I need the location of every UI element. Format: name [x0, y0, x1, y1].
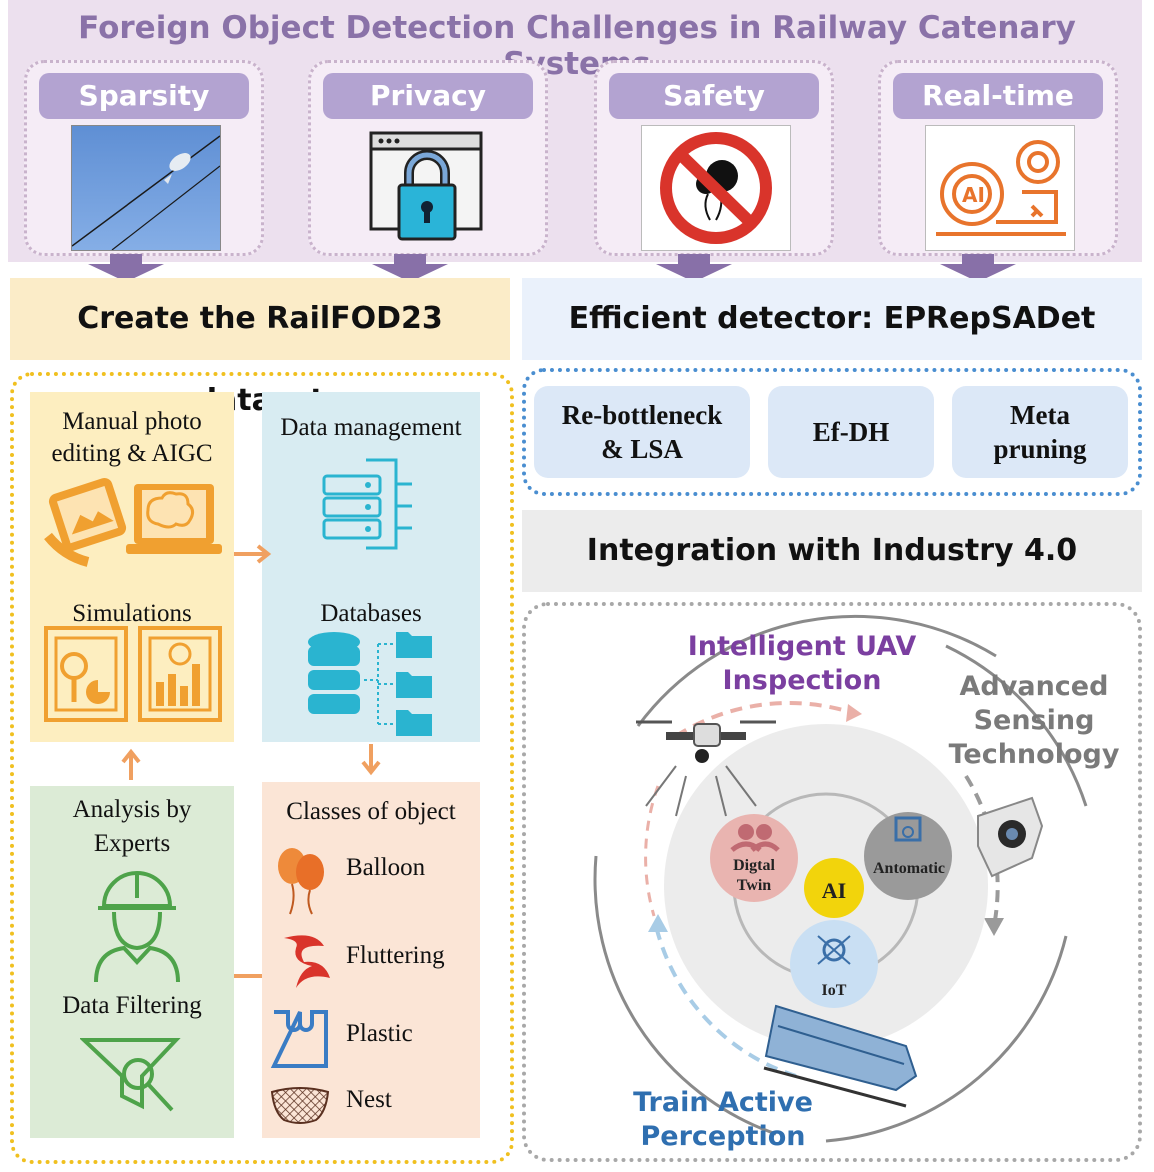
down-arrow-icon: [940, 254, 1016, 282]
prohibited-balloon-icon: [641, 125, 791, 251]
down-arrow-icon: [361, 744, 381, 776]
analysis-box: Analysis by Experts Data Filtering: [30, 786, 234, 1138]
analysis-line1: Analysis by: [72, 796, 192, 823]
ai-gears-laptop-icon: AI: [925, 125, 1075, 251]
digital-twin-node: [710, 814, 798, 902]
dashed-arrow: [654, 925, 797, 1078]
arrow-head-icon: [846, 704, 862, 722]
analysis-line2: Experts: [93, 830, 171, 857]
data-filtering-label: Data Filtering: [62, 992, 202, 1019]
outer-arc: [825, 935, 1068, 1143]
right-arrow-icon: [234, 544, 272, 564]
challenge-card-safety: Safety: [594, 60, 834, 256]
automatic-label: Antomatic: [873, 860, 945, 877]
iot-label: IoT: [821, 982, 847, 999]
down-arrow-icon: [656, 254, 732, 282]
industry-header: Integration with Industry 4.0: [522, 510, 1142, 592]
data-management-box: Data management Databases: [262, 392, 480, 742]
databases-label: Databases: [320, 600, 422, 627]
padlock-window-icon: [369, 131, 485, 243]
up-arrow-icon: [121, 748, 141, 780]
dataset-frame: [10, 372, 514, 1164]
detector-module-rebottleneck: Re-bottleneck & LSA: [534, 386, 750, 478]
photo-editing-box: Manual photo editing & AIGC Simulations: [30, 392, 234, 742]
nest-icon: [268, 1084, 330, 1124]
detector-module-efdh: Ef-DH: [768, 386, 934, 478]
sky-wire-photo-icon: [71, 125, 221, 251]
down-arrow-icon: [372, 254, 448, 282]
arrow-head-icon: [648, 914, 668, 932]
server-rack-icon: [320, 456, 420, 552]
iot-node: [790, 920, 878, 1008]
ai-node: [804, 858, 864, 918]
database-folders-icon: [306, 628, 436, 738]
module-line1: Ef-DH: [812, 417, 890, 447]
photo-editing-line2: editing & AIGC: [51, 440, 213, 467]
train-perception-label: Train Active Perception: [633, 1087, 813, 1152]
industry-frame: [522, 602, 1142, 1162]
drone-icon: [636, 720, 776, 817]
detector-header: Efficient detector: EPRepSADet: [522, 278, 1142, 360]
challenge-card-realtime: Real-time AI: [878, 60, 1118, 256]
module-line1: Meta: [1010, 400, 1070, 430]
filter-search-icon: [78, 1034, 190, 1118]
module-line1: Re-bottleneck: [561, 400, 723, 430]
sensing-technology-label: Advanced Sensing Technology: [948, 671, 1120, 770]
module-line2: pruning: [993, 434, 1087, 464]
simulation-reports-icon: [44, 624, 224, 724]
tablet-brain-icon: [44, 476, 224, 568]
class-label-balloon: Balloon: [346, 854, 426, 881]
dataset-header: Create the RailFOD23 dataset: [10, 278, 510, 418]
engineer-icon: [92, 868, 182, 984]
outer-arc: [945, 644, 1088, 807]
plastic-bag-icon: [270, 1008, 330, 1070]
challenge-label-privacy: Privacy: [323, 73, 533, 119]
detector-frame: [522, 368, 1142, 496]
class-label-plastic: Plastic: [346, 1020, 413, 1047]
outer-arc: [593, 855, 777, 1136]
industry-cycle-diagram: [593, 614, 1088, 1143]
digital-twin-label: Digtal Twin: [733, 857, 775, 894]
arrow-head-icon: [984, 918, 1004, 936]
challenge-label-realtime: Real-time: [893, 73, 1103, 119]
ai-label: AI: [821, 878, 847, 903]
challenge-card-privacy: Privacy: [308, 60, 548, 256]
simulations-label: Simulations: [72, 600, 192, 627]
detector-module-meta-pruning: Meta pruning: [952, 386, 1128, 478]
train-icon: [763, 1004, 918, 1108]
object-classes-box: Classes of object Balloon Fluttering Pla…: [262, 782, 480, 1138]
class-label-fluttering: Fluttering: [346, 942, 445, 969]
challenge-label-sparsity: Sparsity: [39, 73, 249, 119]
uav-inspection-label: Intelligent UAV Inspection: [687, 631, 917, 696]
svg-text:AI: AI: [962, 183, 985, 207]
balloon-icon: [274, 844, 328, 916]
fluttering-ribbon-icon: [274, 928, 334, 992]
data-management-label: Data management: [280, 414, 462, 441]
challenge-card-sparsity: Sparsity: [24, 60, 264, 256]
automatic-node: [864, 812, 952, 900]
photo-editing-line1: Manual photo: [62, 408, 202, 435]
module-line2: & LSA: [601, 434, 683, 464]
outer-arc: [636, 614, 997, 727]
camera-icon: [977, 796, 1044, 878]
challenge-label-safety: Safety: [609, 73, 819, 119]
classes-title: Classes of object: [286, 798, 456, 825]
down-arrow-icon: [88, 254, 164, 282]
class-label-nest: Nest: [346, 1086, 392, 1113]
page-title: Foreign Object Detection Challenges in R…: [78, 10, 1076, 82]
